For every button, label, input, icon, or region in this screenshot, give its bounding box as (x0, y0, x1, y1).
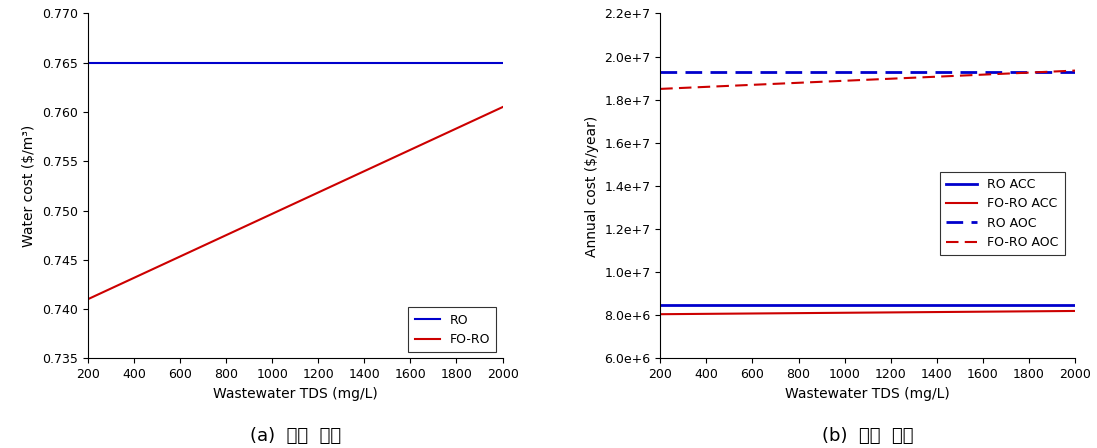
Y-axis label: Water cost ($/m³): Water cost ($/m³) (22, 125, 36, 247)
Text: (b)  연간  비용: (b) 연간 비용 (822, 427, 914, 445)
Legend: RO ACC, FO-RO ACC, RO AOC, FO-RO AOC: RO ACC, FO-RO ACC, RO AOC, FO-RO AOC (939, 172, 1065, 255)
Legend: RO, FO-RO: RO, FO-RO (408, 307, 496, 352)
Text: (a)  생산  단가: (a) 생산 단가 (250, 427, 341, 445)
X-axis label: Wastewater TDS (mg/L): Wastewater TDS (mg/L) (785, 387, 950, 401)
Y-axis label: Annual cost ($/year): Annual cost ($/year) (585, 115, 599, 257)
X-axis label: Wastewater TDS (mg/L): Wastewater TDS (mg/L) (213, 387, 377, 401)
